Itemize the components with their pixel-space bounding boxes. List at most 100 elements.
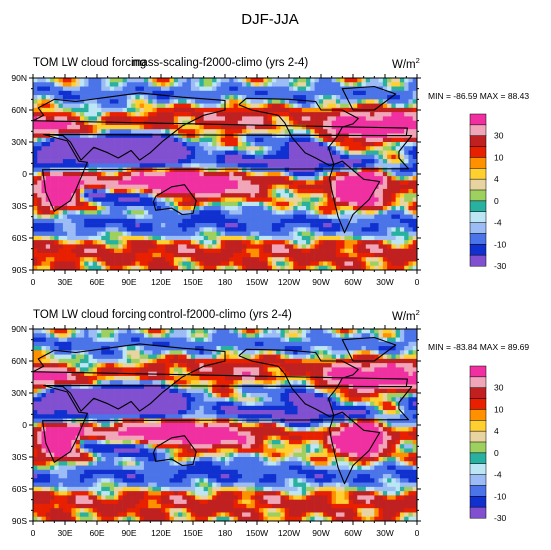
map-cell xyxy=(114,240,119,245)
map-cell xyxy=(118,265,123,271)
map-cell xyxy=(114,358,119,364)
map-cell xyxy=(267,154,273,160)
map-cell xyxy=(391,103,396,109)
map-cell xyxy=(289,248,294,254)
map-cell xyxy=(306,146,311,151)
map-cell xyxy=(331,227,337,232)
map-cell xyxy=(75,90,81,96)
map-cell xyxy=(220,265,226,271)
map-cell xyxy=(229,329,234,334)
map-cell xyxy=(374,252,379,258)
map-cell xyxy=(280,244,286,249)
map-cell xyxy=(229,358,234,364)
map-cell xyxy=(33,120,38,126)
map-cell xyxy=(135,86,140,92)
map-cell xyxy=(54,146,59,151)
map-cell xyxy=(207,129,213,134)
map-cell xyxy=(131,227,136,232)
map-cell xyxy=(318,116,324,121)
map-cell xyxy=(254,214,260,220)
colorbar-label: -30 xyxy=(494,261,507,271)
map-cell xyxy=(370,154,375,160)
map-cell xyxy=(284,235,290,241)
map-cell xyxy=(220,171,226,177)
map-cell xyxy=(242,78,247,83)
map-cell xyxy=(250,129,256,134)
map-cell xyxy=(327,120,332,126)
map-cell xyxy=(220,252,226,258)
map-cell xyxy=(365,341,371,347)
map-cell xyxy=(139,137,145,143)
map-cell xyxy=(161,82,166,87)
map-cell xyxy=(391,154,396,160)
map-cell xyxy=(92,363,98,368)
map-cell xyxy=(105,363,111,368)
map-cell xyxy=(412,171,418,177)
map-cell xyxy=(310,235,315,241)
panel-title-left: TOM LW cloud forcing xyxy=(33,57,146,69)
map-cell xyxy=(399,150,405,156)
map-cell xyxy=(344,193,350,198)
map-cell xyxy=(229,197,234,203)
map-cell xyxy=(54,244,59,249)
map-cell xyxy=(323,197,328,203)
map-cell xyxy=(246,227,251,232)
map-cell xyxy=(97,150,102,156)
map-cell xyxy=(289,193,294,198)
map-cell xyxy=(195,341,200,347)
map-cell xyxy=(33,163,38,168)
map-cell xyxy=(101,142,106,147)
map-cell xyxy=(220,188,226,194)
map-cell xyxy=(79,163,85,168)
map-cell xyxy=(165,124,170,130)
map-cell xyxy=(310,244,315,249)
map-cell xyxy=(41,206,47,211)
map-cell xyxy=(58,363,64,368)
map-cell xyxy=(365,163,371,168)
map-cell xyxy=(348,223,354,228)
map-cell xyxy=(173,193,179,198)
map-cell xyxy=(169,252,175,258)
map-cell xyxy=(263,95,268,100)
map-cell xyxy=(237,329,243,334)
map-cell xyxy=(118,350,123,355)
map-cell xyxy=(97,154,102,160)
map-cell xyxy=(212,154,217,160)
map-cell xyxy=(178,146,183,151)
map-cell xyxy=(246,90,251,96)
map-cell xyxy=(105,206,111,211)
map-cell xyxy=(254,154,260,160)
map-cell xyxy=(382,206,388,211)
map-cell xyxy=(67,265,72,271)
map-cell xyxy=(293,337,298,343)
map-cell xyxy=(318,82,324,87)
min-max-stats: MIN = -83.84 MAX = 89.69 xyxy=(428,342,529,352)
map-cell xyxy=(178,150,183,156)
map-cell xyxy=(122,90,128,96)
map-cell xyxy=(353,86,358,92)
map-cell xyxy=(148,188,153,194)
map-cell xyxy=(212,218,217,224)
map-cell xyxy=(404,244,409,249)
map-cell xyxy=(79,265,85,271)
map-cell xyxy=(220,82,226,87)
map-cell xyxy=(58,265,64,271)
map-cell xyxy=(92,329,98,334)
map-cell xyxy=(182,201,187,207)
map-cell xyxy=(152,103,158,109)
map-cell xyxy=(220,257,226,262)
map-cell xyxy=(327,201,332,207)
map-cell xyxy=(101,163,106,168)
map-cell xyxy=(310,146,315,151)
map-cell xyxy=(97,223,102,228)
map-cell xyxy=(348,99,354,104)
map-cell xyxy=(139,86,145,92)
map-cell xyxy=(289,171,294,177)
map-cell xyxy=(105,240,111,245)
map-cell xyxy=(97,210,102,215)
map-cell xyxy=(216,133,222,139)
map-cell xyxy=(348,142,354,147)
map-cell xyxy=(361,159,367,164)
map-cell xyxy=(348,235,354,241)
map-cell xyxy=(348,120,354,126)
